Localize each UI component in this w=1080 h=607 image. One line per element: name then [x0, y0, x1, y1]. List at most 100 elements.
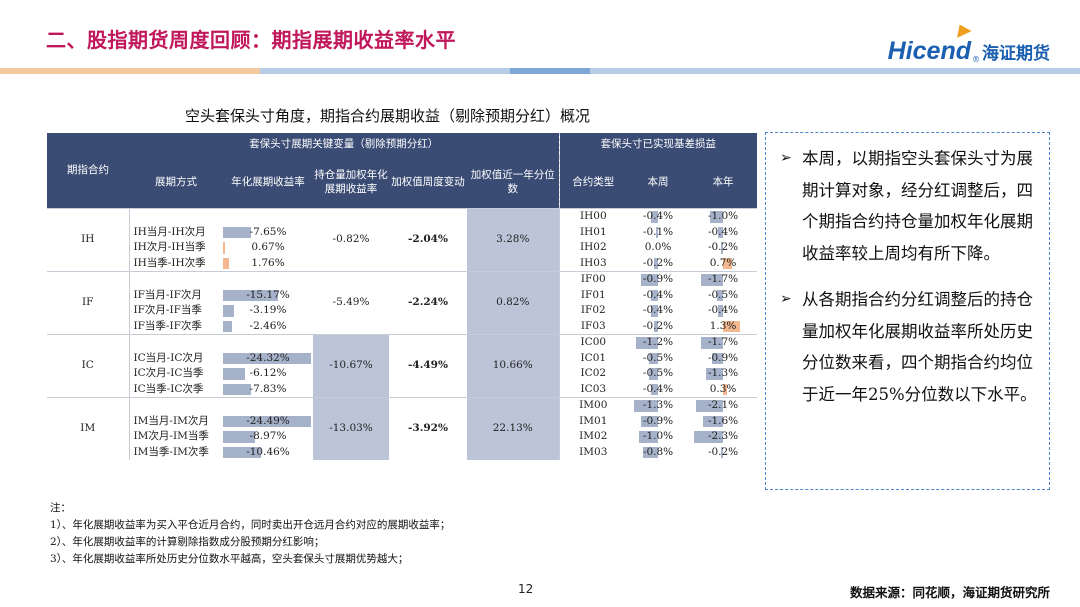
week-pnl-text: -0.4% — [642, 210, 674, 222]
annual-yield-bar — [223, 446, 261, 458]
contract-type: IH02 — [579, 241, 607, 253]
year-pnl-bar — [717, 305, 724, 317]
annual-yield-bar — [223, 352, 311, 364]
empty-cell — [129, 334, 223, 351]
week-pnl: -0.5% — [627, 351, 689, 367]
week-pnl-bar — [648, 368, 659, 380]
annual-yield: -15.17% — [223, 288, 313, 304]
table-row: IM当月-IM次月 -24.49% IM01 -0.9% -1.6% — [47, 414, 757, 430]
year-pnl-text: -0.2% — [707, 241, 739, 253]
annual-yield-text: -24.32% — [246, 351, 290, 364]
annual-yield-bar — [223, 305, 235, 317]
weighted-yield: -13.03% — [313, 397, 389, 460]
weighted-yield: -0.82% — [313, 208, 389, 272]
annual-yield: -6.12% — [223, 366, 313, 382]
week-pnl: -0.4% — [627, 382, 689, 398]
year-pnl: -2.3% — [689, 429, 757, 445]
week-pnl-bar — [643, 446, 659, 458]
year-pnl: -0.5% — [689, 288, 757, 304]
year-pnl: -0.2% — [689, 240, 757, 256]
roll-method: IF当月-IF次月 — [133, 288, 202, 301]
week-pnl-bar — [648, 352, 659, 364]
empty-cell — [223, 271, 313, 288]
week-pnl-bar — [633, 400, 659, 412]
annual-yield: 0.67% — [223, 240, 313, 256]
table-row: IC当季-IC次季 -7.83% IC03 -0.4% 0.3% — [47, 382, 757, 398]
logo-chinese-name: 海证期货 — [982, 44, 1050, 64]
week-pnl: -0.4% — [627, 208, 690, 225]
year-pnl-bar — [720, 446, 724, 458]
week-pnl-bar — [650, 383, 659, 395]
roll-method: IH当季-IH次季 — [133, 256, 206, 269]
annual-yield-text: -7.83% — [249, 382, 287, 395]
annual-yield-bar — [223, 289, 278, 301]
annual-yield: -24.49% — [223, 414, 313, 430]
week-pnl-text: -1.2% — [642, 336, 674, 348]
footnotes: 注： 1）、年化展期收益率为买入平仓近月合约，同时卖出开仓远月合约对应的展期收益… — [50, 500, 450, 568]
contract-type: IM00 — [559, 397, 628, 414]
week-pnl-bar — [654, 257, 659, 269]
table-row: IH次月-IH当季 0.67% IH02 0.0% -0.2% — [47, 240, 757, 256]
rollover-yield-table: 期指合约 套保头寸展期关键变量（剔除预期分红） 套保头寸已实现基差损益 展期方式… — [47, 133, 758, 460]
contract-name: IF — [47, 271, 130, 335]
year-pnl-text: -0.5% — [707, 288, 739, 301]
week-pnl-bar — [654, 320, 659, 332]
week-pnl-text: -0.4% — [642, 304, 674, 316]
empty-cell — [223, 397, 313, 414]
year-pnl: -1.7% — [689, 334, 758, 351]
year-pnl-text: -1.6% — [707, 414, 739, 427]
contract-type: IC01 — [580, 351, 607, 364]
contract-type: IF00 — [559, 271, 628, 288]
annual-yield: -7.83% — [223, 382, 313, 398]
table-row: IH当月-IH次月 -7.65% IH01 -0.1% -0.4% — [47, 225, 757, 241]
year-pnl: -0.4% — [689, 303, 757, 319]
year-pnl: 0.3% — [689, 382, 757, 398]
week-pnl: -1.0% — [627, 429, 689, 445]
week-pnl: -0.1% — [627, 225, 689, 241]
year-pnl-text: -1.3% — [707, 367, 739, 379]
week-pnl-bar — [635, 337, 659, 349]
annual-yield-bar — [223, 226, 251, 238]
roll-method: IC当月-IC次月 — [133, 351, 204, 364]
annual-yield-text: -15.17% — [246, 288, 290, 301]
year-pnl: -0.4% — [689, 225, 757, 241]
year-pnl-text: -0.4% — [707, 304, 739, 316]
week-pnl-text: 0.0% — [644, 241, 672, 253]
roll-method: IC当季-IC次季 — [133, 382, 204, 395]
week-pnl-text: -0.5% — [642, 351, 674, 364]
table-row: IF -5.49% -2.24% 0.82% IF00 -0.9% -1.7% — [47, 271, 758, 335]
annual-yield-text: -2.46% — [249, 319, 287, 332]
company-logo: Hicend ® 海证期货 — [888, 21, 1050, 64]
year-pnl: -0.9% — [689, 351, 757, 367]
table-row: IM -13.03% -3.92% 22.13% IM00 -1.3% -2.1% — [47, 397, 758, 460]
annual-yield: -24.32% — [223, 351, 313, 367]
year-pnl-bar — [723, 257, 732, 269]
week-pnl: -0.2% — [627, 319, 689, 335]
table-row: IC当月-IC次月 -24.32% IC01 -0.5% -0.9% — [47, 351, 757, 367]
header-contract: 期指合约 — [47, 133, 129, 209]
contract-type: IF01 — [580, 288, 606, 301]
weighted-yield: -10.67% — [313, 334, 389, 398]
contract-type: IC00 — [559, 334, 628, 351]
year-pnl-bar — [717, 226, 724, 238]
year-pnl-text: -1.7% — [707, 336, 739, 348]
annual-yield-text: -24.49% — [246, 414, 290, 427]
week-pnl-bar — [656, 226, 659, 238]
annual-yield: -8.97% — [223, 429, 313, 445]
year-pnl: -1.6% — [689, 414, 757, 430]
data-source: 数据来源：同花顺，海证期货研究所 — [849, 585, 1050, 600]
annual-yield: -3.19% — [223, 303, 313, 319]
logo-mark-icon — [952, 21, 972, 38]
week-pnl-text: -0.5% — [642, 367, 674, 379]
roll-method: IM当季-IM次季 — [133, 445, 209, 458]
empty-cell — [223, 334, 313, 351]
table-row: IM次月-IM当季 -8.97% IM02 -1.0% -2.3% — [47, 429, 757, 445]
year-pnl: 1.3% — [689, 319, 757, 335]
percentile: 22.13% — [467, 397, 560, 460]
week-pnl-text: -0.8% — [642, 445, 674, 458]
contract-name: IC — [47, 334, 130, 398]
contract-type: IM02 — [579, 430, 608, 442]
week-pnl-bar — [641, 415, 659, 427]
roll-method: IH当月-IH次月 — [133, 225, 206, 238]
commentary-panel: ➢ 本周，以期指空头套保头寸为展期计算对象，经分红调整后，四个期指合约持仓量加权… — [765, 132, 1050, 490]
